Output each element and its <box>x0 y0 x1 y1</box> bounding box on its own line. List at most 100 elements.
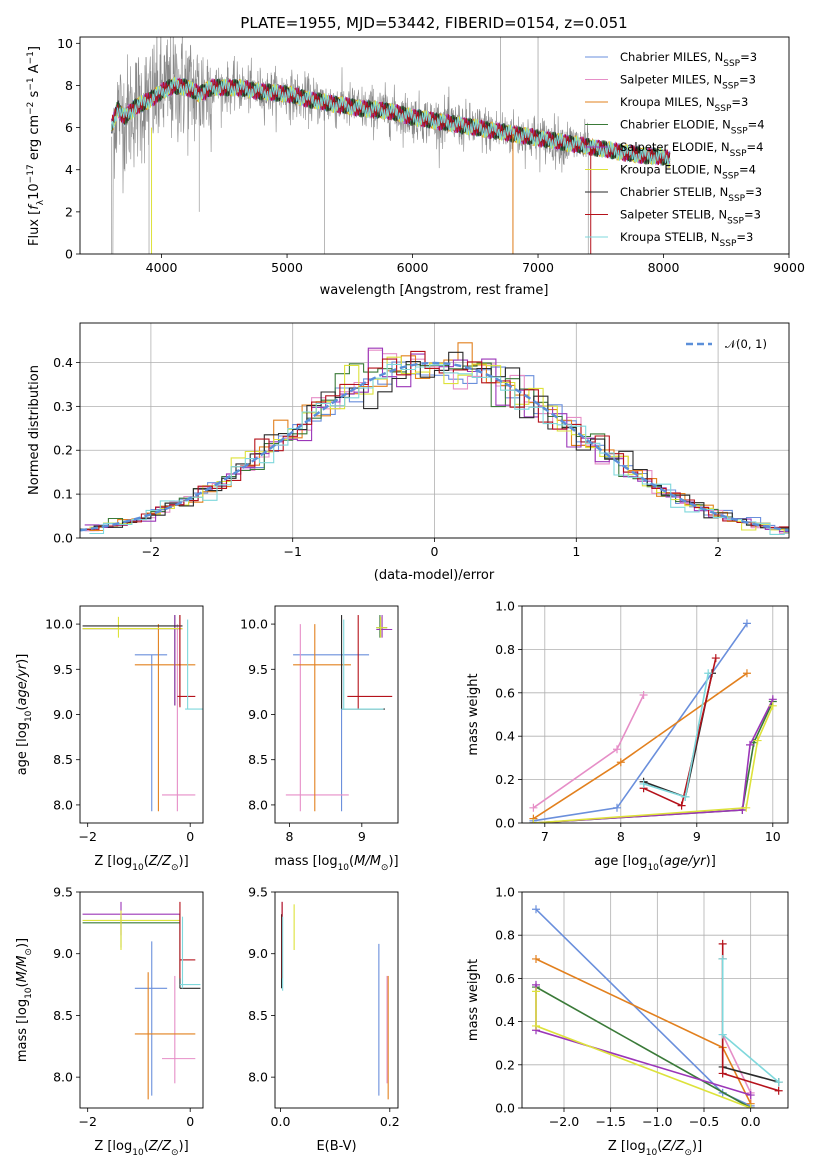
y-axis-label: mass [log10(M/M⊙)] <box>15 938 34 1062</box>
legend-label: Kroupa MILES, NSSP=3 <box>620 95 748 114</box>
x-tick-label: −0.5 <box>689 1114 719 1129</box>
mass-weight-marker <box>613 745 621 754</box>
mass-weight-marker <box>742 803 751 812</box>
y-tick-label: 0.0 <box>53 531 73 546</box>
mass-weight-marker <box>718 954 727 963</box>
x-tick-label: −2 <box>78 1114 96 1129</box>
mass-weight-marker <box>742 669 751 678</box>
y-tick-label: 9.5 <box>53 662 73 677</box>
mass-weight-marker <box>746 1104 755 1108</box>
y-tick-label: 8 <box>65 78 73 93</box>
plot-area <box>532 905 783 1108</box>
legend-label: Chabrier STELIB, NSSP=3 <box>620 185 762 204</box>
residual-histogram <box>89 363 789 535</box>
axes-frame <box>521 891 789 1109</box>
y-tick-label: 10.0 <box>45 617 73 632</box>
x-tick-label: 8 <box>285 829 293 844</box>
mass-weight-marker <box>753 736 762 745</box>
y-tick-label: 10 <box>57 36 73 51</box>
mass-weight-marker <box>532 905 540 914</box>
x-tick-label: 6000 <box>397 260 429 275</box>
y-tick-label: 0 <box>65 247 73 262</box>
y-tick-label: 8.0 <box>53 797 73 812</box>
mass-weight-line <box>533 701 774 823</box>
x-tick-label: −2.0 <box>549 1114 579 1129</box>
axes-frame <box>274 891 399 1109</box>
mass-weight-line <box>535 908 752 1107</box>
y-tick-label: 8.0 <box>248 797 268 812</box>
chart-z_weight: −2.0 −1.5 −1.0 −0.5 0.0 0.0 0.2 0.4 0.6 0.8 1.0 Z [… <box>466 885 789 1158</box>
residual-histogram <box>80 351 789 530</box>
mass-weight-marker <box>639 690 648 699</box>
y-tick-label: 6 <box>65 120 73 135</box>
mass-weight-line <box>643 657 717 807</box>
mass-weight-line <box>535 986 752 1108</box>
mass-weight-line <box>533 622 748 822</box>
legend-label: Salpeter ELODIE, NSSP=4 <box>620 140 763 159</box>
y-tick-label: 0.3 <box>53 399 73 414</box>
chart-ebv_mass: 0.0 0.2 8.0 8.5 9.0 9.5 E(B-V) <box>248 885 400 1155</box>
y-axis-label: Normed distribution <box>27 365 42 495</box>
y-tick-label: 9.0 <box>248 707 268 722</box>
legend-label: Kroupa STELIB, NSSP=3 <box>620 230 753 249</box>
mass-weight-line <box>533 705 774 823</box>
mass-weight-marker <box>742 619 751 628</box>
x-axis-label: age [log10(age/yr)] <box>594 854 716 873</box>
x-tick-label: 1 <box>572 544 580 559</box>
axes-frame <box>79 605 204 824</box>
model-spectrum-line <box>111 78 671 167</box>
mass-weight-marker <box>529 803 538 812</box>
plot-area <box>529 619 777 823</box>
x-axis-label: Z [log10(Z/Z⊙)] <box>94 854 188 873</box>
y-tick-label: 0.6 <box>495 971 515 986</box>
y-tick-label: 0.4 <box>495 729 515 744</box>
y-axis-label: Flux [fλ10−17 erg cm−2 s−1 A−1] <box>26 46 46 246</box>
y-tick-label: 4 <box>65 162 73 177</box>
axes-frame <box>521 605 789 824</box>
chart-z_age: −2 0 8.0 8.5 9.0 9.5 10.0 Z [log10(Z/Z⊙)] age [l… <box>15 605 204 873</box>
y-tick-label: 0.8 <box>495 928 515 943</box>
y-axis-label: mass weight <box>466 673 481 755</box>
y-tick-label: 0.4 <box>53 355 73 370</box>
y-tick-label: 8.5 <box>248 1008 268 1023</box>
normal-curve <box>80 361 789 532</box>
mass-weight-line <box>533 698 774 823</box>
y-tick-label: 0.8 <box>495 642 515 657</box>
x-tick-label: −2 <box>142 544 160 559</box>
chart-z_mass: −2 0 8.0 8.5 9.0 9.5 Z [log10(Z/Z⊙)] mass [log1… <box>15 885 204 1158</box>
x-axis-label: Z [log10(Z/Z⊙)] <box>94 1139 188 1158</box>
mass-weight-marker <box>711 654 720 663</box>
legend-label: Salpeter MILES, NSSP=3 <box>620 73 756 92</box>
y-tick-label: 10.0 <box>240 617 268 632</box>
mass-weight-marker <box>613 803 621 812</box>
legend-label: Salpeter STELIB, NSSP=3 <box>620 208 761 227</box>
mass-weight-marker <box>746 1091 755 1100</box>
mass-weight-line <box>535 958 752 1105</box>
plot-area <box>285 615 393 812</box>
x-tick-label: 10 <box>765 829 781 844</box>
y-tick-label: 1.0 <box>495 885 515 900</box>
y-tick-label: 9.0 <box>53 707 73 722</box>
legend-label: Chabrier ELODIE, NSSP=4 <box>620 118 765 137</box>
y-tick-label: 0.2 <box>495 1057 515 1072</box>
axes-frame <box>79 36 790 255</box>
x-tick-label: 9 <box>358 829 366 844</box>
mass-weight-marker <box>639 779 648 788</box>
mass-weight-line <box>535 984 751 1096</box>
plot-area <box>82 901 201 1100</box>
mass-weight-marker <box>532 987 540 996</box>
plot-area <box>281 901 389 1100</box>
mass-weight-marker <box>616 758 625 767</box>
y-tick-label: 8.5 <box>53 1008 73 1023</box>
model-spectrum-line <box>110 77 671 167</box>
mass-weight-marker <box>532 954 540 963</box>
x-tick-label: 7 <box>541 829 549 844</box>
y-tick-label: 8.0 <box>53 1070 73 1085</box>
x-tick-label: 9 <box>693 829 701 844</box>
mass-weight-marker <box>529 819 538 823</box>
y-tick-label: 9.5 <box>248 662 268 677</box>
y-tick-label: 0.4 <box>495 1014 515 1029</box>
plot-area <box>82 615 203 812</box>
figure-title: PLATE=1955, MJD=53442, FIBERID=0154, z=0… <box>240 14 627 32</box>
x-tick-label: 9000 <box>773 260 805 275</box>
